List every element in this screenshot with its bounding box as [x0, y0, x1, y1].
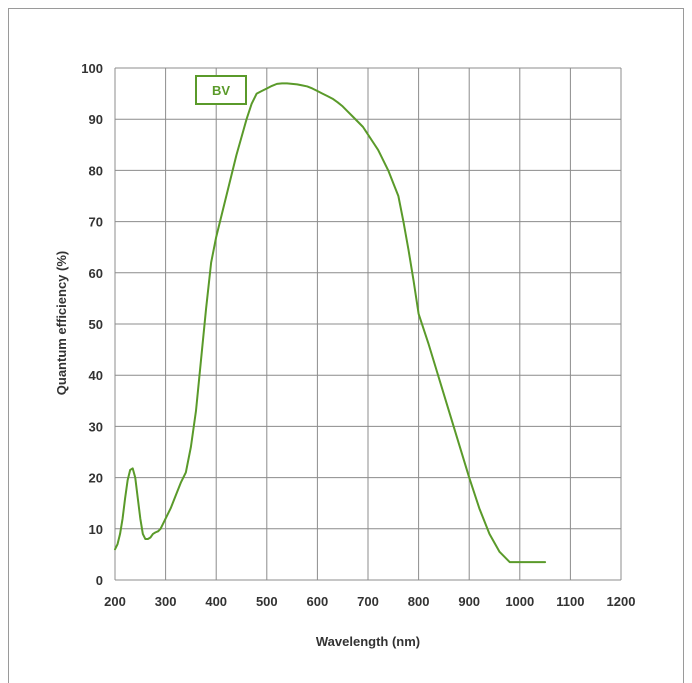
x-tick-label-200: 200	[104, 594, 126, 609]
y-tick-label-20: 20	[89, 471, 103, 486]
series-lines	[114, 82, 547, 564]
y-tick-label-60: 60	[89, 266, 103, 281]
x-tick-label-400: 400	[205, 594, 227, 609]
y-tick-label-30: 30	[89, 419, 103, 434]
y-tick-label-40: 40	[89, 368, 103, 383]
y-tick-label-10: 10	[89, 522, 103, 537]
x-tick-label-900: 900	[458, 594, 480, 609]
y-tick-label-0: 0	[96, 573, 103, 588]
x-tick-label-1200: 1200	[607, 594, 636, 609]
x-tick-label-600: 600	[307, 594, 329, 609]
y-tick-label-70: 70	[89, 215, 103, 230]
x-tick-label-800: 800	[408, 594, 430, 609]
legend: BV	[195, 75, 247, 105]
x-axis-title: Wavelength (nm)	[316, 634, 420, 649]
y-tick-label-100: 100	[81, 61, 103, 76]
series-line-bv	[114, 82, 547, 564]
legend-box	[195, 75, 247, 105]
x-tick-label-1100: 1100	[556, 594, 584, 609]
x-tick-label-500: 500	[256, 594, 278, 609]
x-tick-label-300: 300	[155, 594, 177, 609]
x-tick-label-700: 700	[357, 594, 379, 609]
legend-label-bv: BV	[212, 83, 230, 98]
y-tick-label-50: 50	[89, 317, 103, 332]
chart-frame	[8, 8, 684, 683]
y-axis-title: Quantum efficiency (%)	[54, 251, 69, 395]
x-tick-label-1000: 1000	[505, 594, 534, 609]
tick-labels: 200 300 400 500 600 700 800 900 1000 1100 1200 0 10 2…	[81, 61, 635, 609]
y-tick-label-80: 80	[89, 163, 103, 178]
y-tick-label-90: 90	[89, 112, 103, 127]
grid-lines	[114, 67, 622, 581]
